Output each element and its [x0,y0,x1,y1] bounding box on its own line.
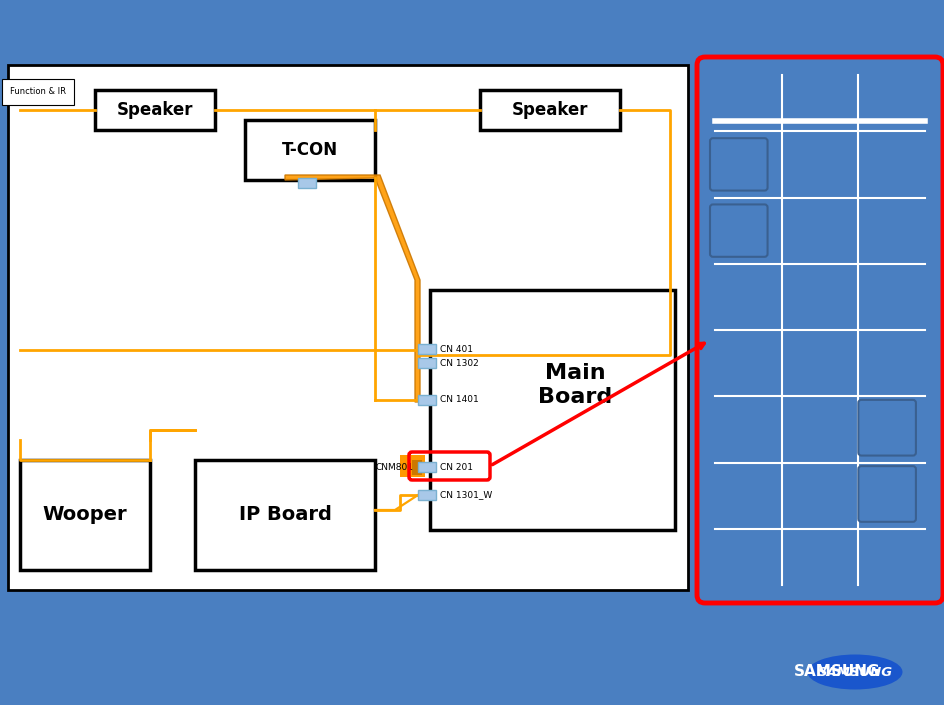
Text: IP Board: IP Board [238,505,331,525]
Text: CN 1301_W: CN 1301_W [440,491,492,500]
FancyBboxPatch shape [857,400,915,455]
Bar [480,90,619,130]
Text: Speaker: Speaker [512,101,587,119]
FancyBboxPatch shape [709,138,767,190]
Text: Function & IR: Function & IR [10,87,66,97]
Bar [417,395,435,405]
Bar [417,490,435,500]
Text: Speaker: Speaker [117,101,193,119]
Text: Main
Board: Main Board [537,363,612,407]
Text: CN 1302: CN 1302 [440,359,479,367]
FancyBboxPatch shape [857,466,915,522]
Bar [430,290,674,530]
Bar [297,178,315,188]
Text: T-CON: T-CON [281,141,338,159]
Text: CN 1401: CN 1401 [440,396,479,405]
Bar [194,460,375,570]
Bar [410,0,944,705]
Bar [399,455,425,477]
Text: SAMSUNG: SAMSUNG [793,665,879,680]
Text: SAMSUNG: SAMSUNG [817,666,892,678]
FancyBboxPatch shape [709,204,767,257]
Bar [244,120,375,180]
Bar [95,90,215,130]
Bar [8,65,687,590]
Text: CN 401: CN 401 [440,345,473,353]
Text: Wooper: Wooper [42,505,127,525]
Text: CNM801: CNM801 [375,462,413,472]
Bar [417,462,435,472]
Bar [417,344,435,354]
Bar [412,460,422,475]
Text: CN 201: CN 201 [440,462,473,472]
Bar [417,358,435,368]
Polygon shape [285,175,419,402]
Ellipse shape [806,654,902,689]
FancyBboxPatch shape [697,57,942,603]
Bar [20,460,150,570]
